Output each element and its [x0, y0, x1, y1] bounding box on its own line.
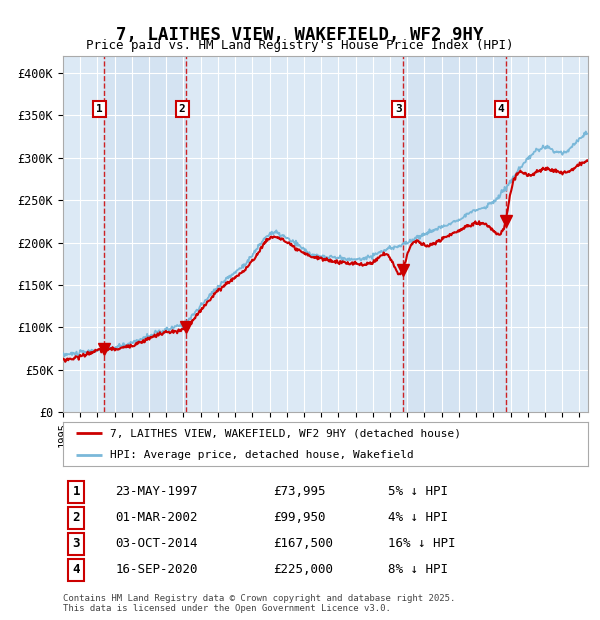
Text: 4: 4 [73, 564, 80, 576]
Bar [104, 56, 187, 412]
Text: Contains HM Land Registry data © Crown copyright and database right 2025.
This d: Contains HM Land Registry data © Crown c… [63, 594, 455, 613]
Text: 16-SEP-2020: 16-SEP-2020 [115, 564, 198, 576]
Text: Price paid vs. HM Land Registry's House Price Index (HPI): Price paid vs. HM Land Registry's House … [86, 39, 514, 52]
Text: 3: 3 [73, 538, 80, 550]
Text: 7, LAITHES VIEW, WAKEFIELD, WF2 9HY (detached house): 7, LAITHES VIEW, WAKEFIELD, WF2 9HY (det… [110, 428, 461, 438]
Text: £73,995: £73,995 [273, 485, 325, 498]
Text: 5% ↓ HPI: 5% ↓ HPI [389, 485, 449, 498]
Text: 4: 4 [498, 104, 505, 114]
Text: 2: 2 [179, 104, 185, 114]
Text: 1: 1 [73, 485, 80, 498]
Text: 7, LAITHES VIEW, WAKEFIELD, WF2 9HY: 7, LAITHES VIEW, WAKEFIELD, WF2 9HY [116, 26, 484, 44]
Text: £99,950: £99,950 [273, 512, 325, 524]
Text: 2: 2 [73, 512, 80, 524]
Text: 1: 1 [96, 104, 103, 114]
Text: £167,500: £167,500 [273, 538, 333, 550]
Text: HPI: Average price, detached house, Wakefield: HPI: Average price, detached house, Wake… [110, 450, 414, 459]
Bar [403, 56, 506, 412]
Text: 8% ↓ HPI: 8% ↓ HPI [389, 564, 449, 576]
Text: 23-MAY-1997: 23-MAY-1997 [115, 485, 198, 498]
Text: 3: 3 [395, 104, 402, 114]
Text: 4% ↓ HPI: 4% ↓ HPI [389, 512, 449, 524]
Text: 16% ↓ HPI: 16% ↓ HPI [389, 538, 456, 550]
Text: £225,000: £225,000 [273, 564, 333, 576]
Text: 01-MAR-2002: 01-MAR-2002 [115, 512, 198, 524]
Text: 03-OCT-2014: 03-OCT-2014 [115, 538, 198, 550]
